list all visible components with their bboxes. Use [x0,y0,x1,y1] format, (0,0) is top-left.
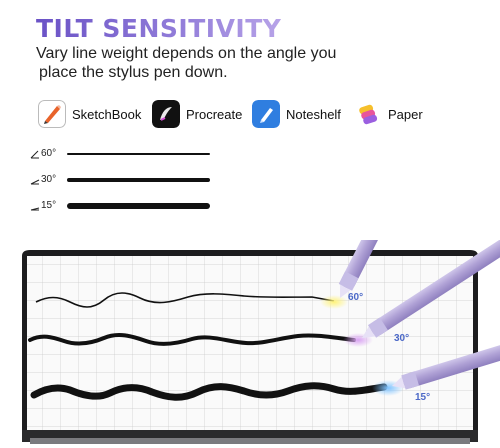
tilt-sample-60: 60° [30,148,210,162]
app-label-sketchbook: SketchBook [72,106,142,122]
compatible-apps: SketchBook Procreate Noteshelf Paper [38,98,478,130]
stroke-medium [67,178,210,182]
tablet-scene [22,240,500,444]
app-sketchbook: SketchBook [38,98,141,130]
app-paper: Paper [354,98,423,130]
line-30 [28,332,356,346]
pen-angle-60: 60° [348,292,364,303]
stylus-60 [338,240,441,298]
paper-icon [354,100,382,128]
app-label-paper: Paper [388,106,423,122]
line-15 [30,382,388,401]
stylus-15 [392,318,500,390]
stroke-thick [67,203,210,209]
pen-angle-30: 30° [394,333,410,344]
tilt-sample-30: 30° [30,174,210,188]
stroke-thin [67,153,210,155]
noteshelf-icon [252,100,280,128]
angle-icon [30,179,40,184]
pen-angle-15: 15° [415,392,431,403]
subtitle-line-2: place the stylus pen down. [39,64,228,81]
stylus-30 [362,240,500,338]
angle-icon [30,207,40,210]
app-label-procreate: Procreate [186,106,243,122]
app-noteshelf: Noteshelf [252,98,341,130]
subtitle: Vary line weight depends on the angle yo… [36,44,336,82]
sketchbook-icon [38,100,66,128]
angle-icon [30,150,39,158]
angle-label: 15° [30,200,56,211]
angle-label: 60° [30,148,56,159]
tilt-sample-15: 15° [30,200,210,214]
app-procreate: Procreate [152,98,242,130]
glow-60 [320,295,348,309]
subtitle-line-1: Vary line weight depends on the angle yo… [36,45,337,62]
angle-label: 30° [30,174,56,185]
page-title: TILT SENSITIVITY [36,14,282,43]
line-60 [35,292,335,308]
procreate-icon [152,100,180,128]
app-label-noteshelf: Noteshelf [286,106,341,122]
